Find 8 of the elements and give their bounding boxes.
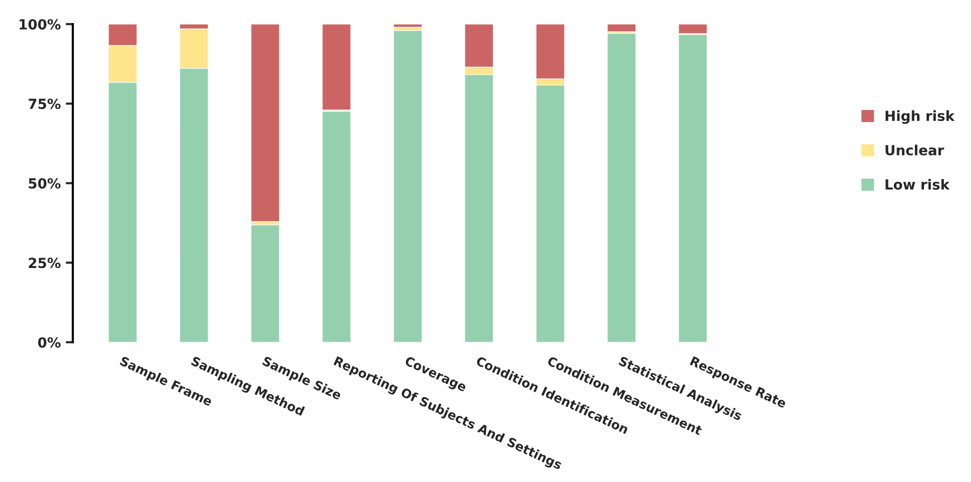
legend-label: Unclear [886,144,944,156]
y-tick-label: 100% [20,19,61,30]
y-tick-label: 50% [28,178,61,189]
y-tick-label: 75% [28,98,61,110]
legend-label: High risk [886,110,955,124]
y-tick-label: 25% [28,258,61,268]
y-tick-label: 0% [38,337,61,348]
legend-label: Low risk [886,178,950,190]
